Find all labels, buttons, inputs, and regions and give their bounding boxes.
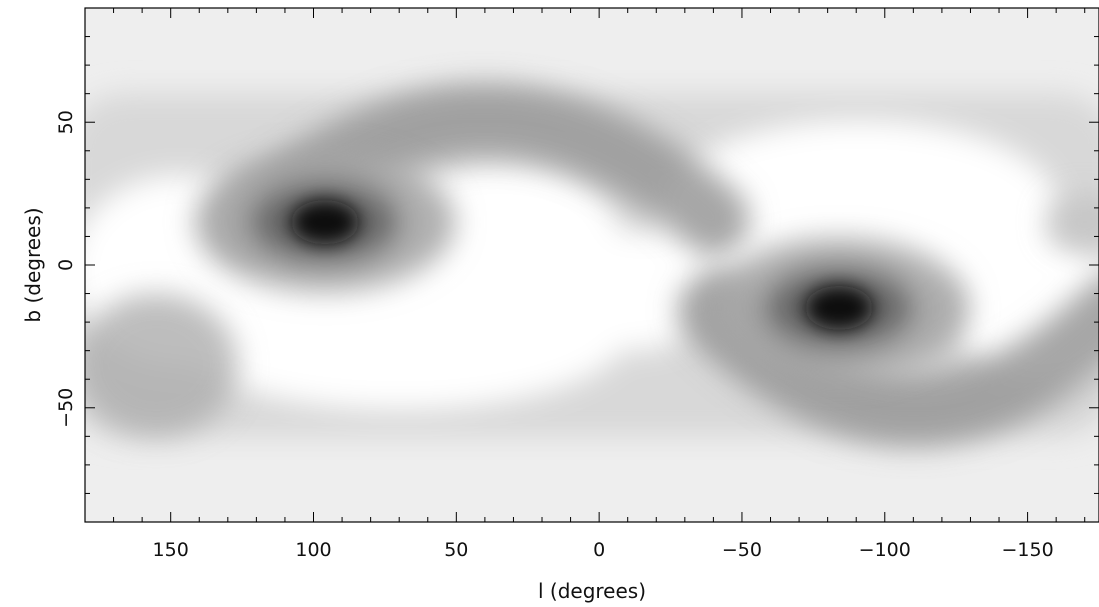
y-axis-label: b (degrees) — [21, 207, 45, 322]
heatmap-image — [85, 8, 1099, 522]
x-tick-label: −50 — [722, 539, 762, 561]
x-tick-label: 0 — [593, 539, 605, 561]
x-tick-label: −100 — [859, 539, 911, 561]
y-tick-labels: 50 0 −50 — [55, 110, 77, 428]
emission-band — [1046, 193, 1099, 251]
axis-ticks — [84, 7, 1099, 523]
emission-band — [85, 293, 238, 437]
x-tick-label: 150 — [153, 539, 189, 561]
y-tick-label: 0 — [55, 259, 77, 271]
low-density-region — [570, 230, 710, 350]
peaks — [194, 152, 970, 378]
x-tick-label: 100 — [295, 539, 331, 561]
peak-core — [805, 285, 874, 330]
y-tick-label: −50 — [55, 388, 77, 428]
x-tick-labels: 150 100 50 0 −50 −100 −150 — [153, 539, 1054, 561]
x-tick-label: −150 — [1001, 539, 1053, 561]
x-axis-label: l (degrees) — [538, 579, 646, 603]
y-tick-label: 50 — [55, 110, 77, 134]
x-tick-label: 50 — [444, 539, 468, 561]
peak-core-mark — [290, 200, 359, 245]
peak-core-mark — [805, 285, 874, 330]
peak-core — [290, 200, 359, 245]
